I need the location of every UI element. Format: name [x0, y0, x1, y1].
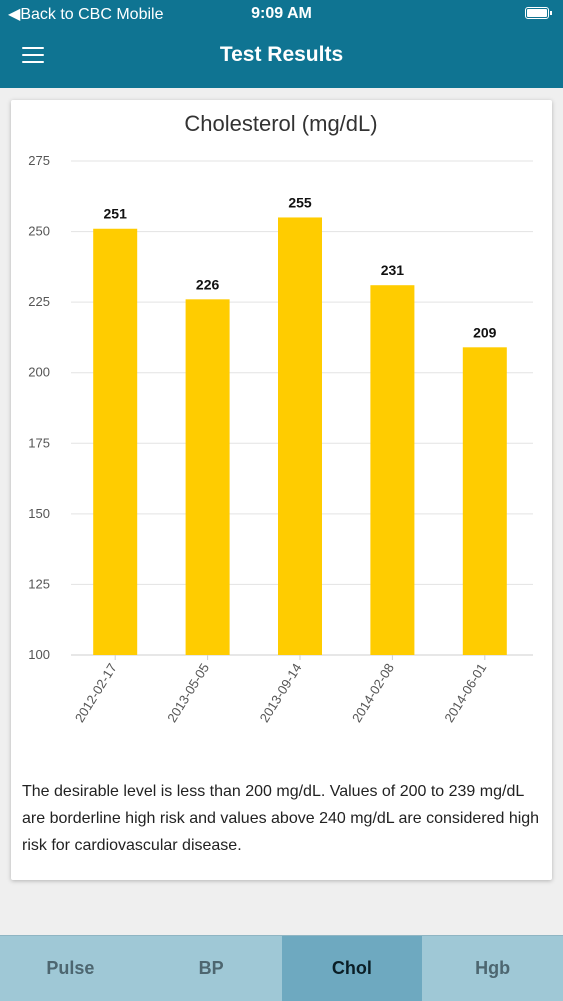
battery-icon	[525, 7, 552, 19]
data-label: 226	[196, 276, 220, 292]
x-tick-label: 2013-09-14	[257, 661, 305, 725]
app-header: ◀Back to CBC Mobile 9:09 AM Test Results	[0, 0, 563, 88]
tab-pulse[interactable]: Pulse	[46, 958, 95, 978]
data-label: 231	[381, 262, 405, 278]
y-tick-label: 125	[28, 576, 50, 591]
y-tick-label: 225	[28, 294, 50, 309]
data-label: 255	[288, 194, 312, 210]
bottom-tab-bar: Pulse BP Chol Hgb	[0, 935, 563, 1001]
y-tick-label: 250	[28, 224, 50, 239]
y-tick-label: 200	[28, 365, 50, 380]
x-tick-label: 2014-02-08	[349, 661, 397, 725]
back-to-app-link[interactable]: ◀Back to CBC Mobile	[8, 4, 163, 24]
bar	[185, 299, 230, 655]
y-tick-label: 100	[28, 647, 50, 662]
bar	[93, 228, 138, 655]
results-card: Cholesterol (mg/dL) 100 125 150 175 200 225 250…	[11, 100, 552, 880]
back-label: Back to CBC Mobile	[20, 6, 164, 23]
x-tick-label: 2014-06-01	[441, 661, 489, 725]
x-tick-label: 2013-05-05	[164, 661, 212, 725]
cholesterol-chart: Cholesterol (mg/dL) 100 125 150 175 200 225 250…	[28, 111, 533, 725]
chart-title: Cholesterol (mg/dL)	[184, 111, 377, 136]
bar	[278, 217, 322, 655]
bar	[370, 285, 415, 655]
description-text: The desirable level is less than 200 mg/…	[22, 783, 540, 854]
tab-bp[interactable]: BP	[198, 958, 224, 978]
y-tick-label: 175	[28, 435, 50, 450]
data-label: 209	[473, 324, 497, 340]
tab-chol[interactable]: Chol	[281, 936, 423, 1001]
y-tick-label: 150	[28, 506, 50, 521]
back-triangle-icon: ◀	[8, 6, 21, 23]
x-tick-label: 2012-02-17	[72, 661, 120, 725]
tab-hgb[interactable]: Hgb	[475, 958, 511, 978]
data-label: 251	[104, 206, 128, 222]
bar	[462, 347, 507, 655]
status-time: 9:09 AM	[251, 5, 312, 22]
y-tick-label: 275	[28, 153, 50, 168]
page-title: Test Results	[219, 43, 344, 66]
hamburger-menu-icon[interactable]	[22, 47, 44, 65]
